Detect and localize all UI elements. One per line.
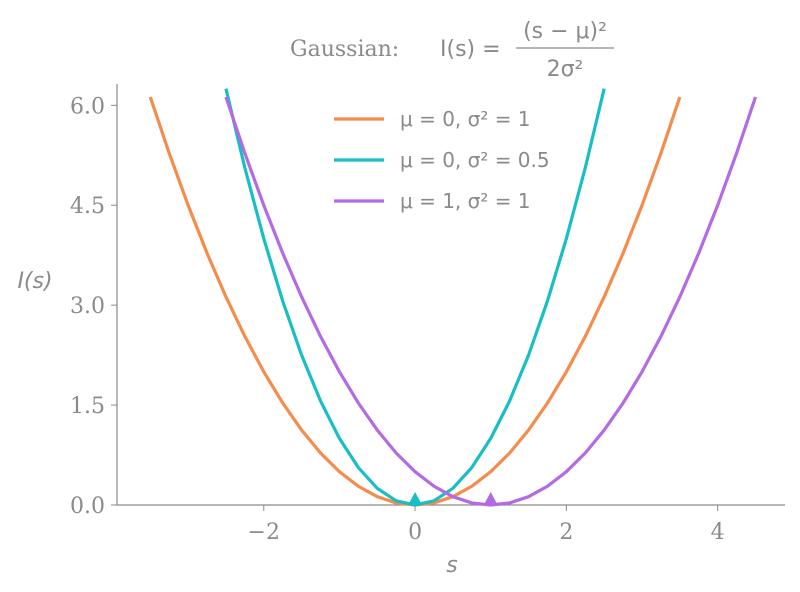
y-tick-label: 1.5	[70, 394, 105, 419]
legend-label: μ = 1, σ² = 1	[400, 189, 531, 213]
x-tick-label: −2	[248, 520, 280, 545]
minimum-marker	[483, 492, 498, 505]
x-tick-label: 4	[711, 520, 725, 545]
y-axis-label: I(s)	[17, 269, 52, 294]
formula-denominator: 2σ²	[547, 57, 584, 82]
y-tick-label: 6.0	[70, 94, 105, 119]
y-tick-label: 0.0	[70, 494, 105, 519]
y-tick-label: 4.5	[70, 194, 105, 219]
y-tick-label: 3.0	[70, 294, 105, 319]
formula-lhs: I(s) =	[440, 37, 501, 62]
x-tick-label: 2	[559, 520, 573, 545]
x-axis-label: s	[446, 553, 457, 578]
legend-label: μ = 0, σ² = 0.5	[400, 148, 550, 172]
x-tick-label: 0	[408, 520, 422, 545]
minimum-marker	[408, 492, 423, 505]
formula-numerator: (s − μ)²	[523, 19, 607, 44]
chart-title: Gaussian:	[290, 37, 399, 62]
legend-label: μ = 0, σ² = 1	[400, 107, 531, 131]
